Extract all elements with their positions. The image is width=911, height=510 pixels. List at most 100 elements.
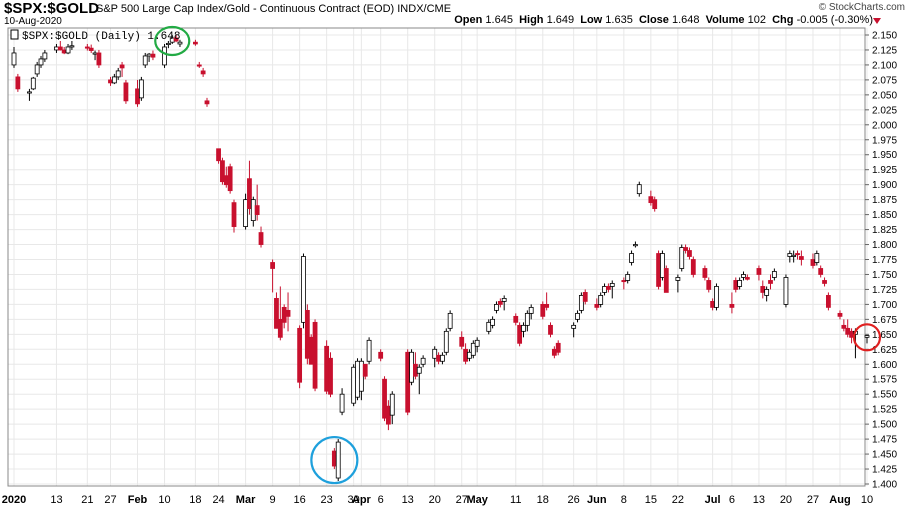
candle	[142, 52, 148, 68]
candle-body	[787, 253, 793, 257]
y-tick-label: 1.875	[872, 195, 897, 206]
y-tick-label: 1.725	[872, 285, 897, 296]
candle	[768, 274, 773, 290]
candle	[656, 250, 661, 290]
candle-body	[92, 52, 98, 55]
x-tick-label: 13	[50, 494, 62, 506]
candle-body	[227, 166, 233, 192]
x-tick-label: 20	[780, 494, 792, 506]
candle-body	[771, 271, 777, 278]
candle	[864, 334, 870, 344]
y-tick-label: 2.100	[872, 60, 897, 71]
candle-body	[675, 277, 681, 281]
candle-body	[463, 348, 468, 362]
candle-body	[521, 324, 526, 332]
candle-body	[551, 348, 557, 356]
x-tick-label: 18	[537, 494, 549, 506]
candle	[687, 247, 692, 260]
candle	[609, 280, 615, 299]
candle-body	[119, 64, 125, 69]
candle	[135, 79, 140, 107]
candle-body	[571, 324, 577, 329]
candle	[733, 277, 739, 293]
candle-body	[841, 324, 847, 329]
candle	[783, 274, 789, 308]
candle-body	[629, 253, 634, 263]
candle-body	[250, 199, 256, 221]
high-label: High	[519, 14, 544, 26]
x-tick-label: 13	[402, 494, 414, 506]
candle	[497, 298, 503, 308]
candle-body	[501, 298, 507, 302]
candle-body	[146, 53, 152, 57]
candle-body	[733, 280, 739, 290]
candle-body	[115, 70, 121, 78]
candle-body	[274, 298, 279, 329]
candle	[405, 349, 411, 416]
candle	[467, 349, 472, 362]
candle-body	[497, 301, 503, 305]
candle	[258, 226, 264, 248]
candle	[486, 319, 492, 335]
candle-body	[324, 345, 330, 392]
candle-body	[96, 52, 102, 66]
candle-body	[193, 41, 198, 45]
candle	[61, 46, 67, 55]
x-tick-label: Jul	[705, 494, 721, 506]
candle-body	[362, 363, 368, 377]
candle-body	[494, 303, 499, 311]
candle-body	[636, 184, 642, 195]
candle-body	[382, 378, 387, 419]
candle-body	[760, 286, 766, 293]
x-tick-label: 27	[456, 494, 468, 506]
candle	[389, 391, 395, 425]
candle	[42, 49, 48, 62]
candle	[243, 193, 248, 230]
candle-body	[216, 148, 221, 162]
candle-body	[27, 91, 32, 94]
candle-body	[609, 283, 615, 287]
y-tick-label: 2.025	[872, 105, 897, 116]
candle-body	[702, 268, 708, 278]
candle	[378, 349, 384, 362]
candle	[177, 39, 183, 47]
candle-body	[837, 312, 843, 317]
candle	[663, 265, 669, 293]
chart-legend: $SPX:$GOLD (Daily) 1.648	[10, 29, 180, 43]
candle	[413, 352, 418, 380]
description-text: S&P 500 Large Cap Index/Gold - Continuou…	[96, 3, 395, 15]
symbol-description: S&P 500 Large Cap Index/Gold - Continuou…	[96, 3, 451, 15]
candle-body	[679, 247, 685, 269]
candle-body	[54, 46, 59, 51]
candle-body	[177, 41, 183, 45]
candle	[324, 340, 330, 395]
candle	[304, 304, 310, 365]
open-value: 1.645	[485, 14, 513, 26]
candle	[501, 295, 507, 311]
candle	[165, 40, 171, 49]
candle-body	[555, 342, 561, 353]
x-tick-label: 26	[568, 494, 580, 506]
candle	[96, 49, 102, 68]
candle-body	[818, 268, 824, 275]
candle-body	[220, 160, 225, 183]
brand-watermark: © StockCharts.com	[818, 2, 905, 13]
candle	[660, 250, 665, 281]
candle-body	[660, 253, 665, 278]
close-label: Close	[638, 14, 669, 26]
candle	[594, 298, 600, 311]
y-tick-label: 2.150	[872, 31, 897, 42]
candle	[737, 277, 743, 290]
candle	[521, 322, 526, 338]
candle	[84, 43, 90, 51]
open-label: Open	[454, 14, 483, 26]
candle-body	[30, 77, 36, 90]
x-tick-label: 6	[378, 494, 384, 506]
volume-label: Volume	[705, 14, 745, 26]
candle-body	[440, 354, 445, 362]
x-tick-label: 6	[729, 494, 735, 506]
candle	[351, 364, 357, 407]
candle	[625, 271, 631, 284]
x-tick-label: 13	[753, 494, 765, 506]
